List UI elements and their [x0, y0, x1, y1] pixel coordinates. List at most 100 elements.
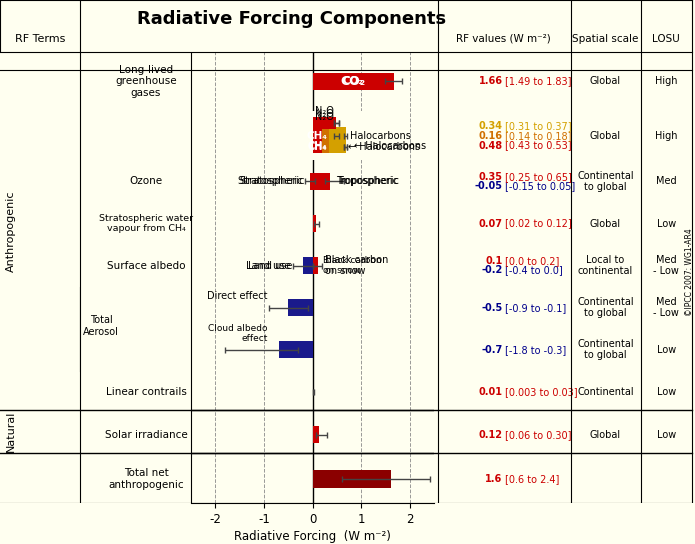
Bar [313, 257, 318, 274]
Text: -0.7: -0.7 [481, 345, 502, 355]
Text: [0.02 to 0.12]: [0.02 to 0.12] [505, 219, 572, 228]
Bar [329, 141, 346, 153]
Text: N₂O: N₂O [315, 106, 334, 116]
Text: -0.5: -0.5 [481, 302, 502, 313]
Text: [0.6 to 2.4]: [0.6 to 2.4] [505, 474, 559, 484]
Bar [329, 127, 346, 144]
Text: -0.05: -0.05 [475, 181, 502, 191]
Bar [313, 141, 322, 153]
Text: 1.6: 1.6 [485, 474, 502, 484]
Bar [322, 141, 329, 153]
Bar [313, 127, 336, 144]
Text: [0.31 to 0.37]: [0.31 to 0.37] [505, 121, 572, 131]
Text: CH₄: CH₄ [307, 141, 327, 151]
Text: 0.07: 0.07 [478, 219, 502, 228]
Bar [303, 257, 313, 274]
Bar [329, 141, 346, 153]
Text: 0.01: 0.01 [478, 387, 502, 397]
Text: Stratospheric: Stratospheric [238, 176, 303, 187]
Text: CO₂: CO₂ [341, 75, 366, 88]
Text: [0.003 to 0.03]: [0.003 to 0.03] [505, 387, 578, 397]
Text: CH₄: CH₄ [307, 141, 327, 152]
Text: [-1.8 to -0.3]: [-1.8 to -0.3] [505, 345, 566, 355]
Text: Low: Low [657, 387, 676, 397]
Bar [313, 141, 322, 153]
Text: Continental: Continental [577, 387, 634, 397]
Text: 0.34: 0.34 [478, 121, 502, 131]
Bar [279, 341, 313, 358]
Text: Land use: Land use [248, 261, 293, 270]
Text: Spatial scale: Spatial scale [572, 34, 639, 44]
Text: Local to
continental: Local to continental [578, 255, 633, 276]
Text: [1.49 to 1.83]: [1.49 to 1.83] [505, 76, 572, 86]
Text: RF values (W m⁻²): RF values (W m⁻²) [457, 34, 551, 44]
Text: N₂O: N₂O [315, 112, 334, 122]
Text: 0.12: 0.12 [478, 430, 502, 440]
Text: Stratospheric water
vapour from CH₄: Stratospheric water vapour from CH₄ [99, 214, 193, 233]
Text: ← Halocarbons: ← Halocarbons [348, 141, 420, 152]
Text: High: High [655, 76, 678, 86]
Text: Global: Global [590, 131, 621, 141]
Text: Halocarbons: Halocarbons [350, 131, 411, 141]
Text: Radiative Forcing Components: Radiative Forcing Components [138, 10, 446, 28]
Bar [313, 215, 316, 232]
Text: High: High [655, 131, 678, 141]
Bar [313, 471, 391, 487]
Text: CO₂: CO₂ [343, 76, 363, 86]
Text: Global: Global [590, 219, 621, 228]
Text: Low: Low [657, 219, 676, 228]
Text: Ozone: Ozone [129, 176, 163, 187]
Text: [0.43 to 0.53]: [0.43 to 0.53] [505, 140, 572, 151]
Text: [-0.4 to 0.0]: [-0.4 to 0.0] [505, 265, 563, 275]
Text: [0.0 to 0.2]: [0.0 to 0.2] [505, 256, 559, 265]
Text: 0.35: 0.35 [478, 171, 502, 182]
Text: Med
- Low: Med - Low [653, 297, 679, 318]
Text: [0.25 to 0.65]: [0.25 to 0.65] [505, 171, 572, 182]
Bar [288, 299, 313, 316]
Text: Surface albedo: Surface albedo [107, 261, 185, 270]
Text: Tropospheric: Tropospheric [337, 176, 399, 187]
Text: RF Terms: RF Terms [15, 34, 65, 44]
Text: Black carbon
on snow: Black carbon on snow [323, 256, 382, 275]
Text: 1.66: 1.66 [478, 76, 502, 86]
Text: Long-lived
greenhouse
gases: Long-lived greenhouse gases [115, 65, 177, 98]
Bar [322, 141, 329, 153]
Bar [310, 173, 313, 190]
Bar [313, 173, 329, 190]
Text: Med
- Low: Med - Low [653, 255, 679, 276]
Bar [313, 118, 336, 129]
Bar [313, 73, 393, 90]
X-axis label: Radiative Forcing  (W m⁻²): Radiative Forcing (W m⁻²) [234, 530, 391, 543]
Text: Black carbon
on snow: Black carbon on snow [325, 255, 389, 276]
Text: Linear contrails: Linear contrails [106, 387, 186, 397]
Text: Continental
to global: Continental to global [577, 339, 634, 361]
Text: Total
Aerosol: Total Aerosol [83, 315, 120, 337]
Text: Global: Global [590, 430, 621, 440]
Text: Land use: Land use [247, 261, 291, 270]
Bar [313, 426, 318, 443]
Text: [0.06 to 0.30]: [0.06 to 0.30] [505, 430, 572, 440]
Text: Stratospheric: Stratospheric [239, 176, 304, 187]
Text: Low: Low [657, 345, 676, 355]
Text: CH₄: CH₄ [306, 131, 327, 141]
Text: Continental
to global: Continental to global [577, 171, 634, 192]
Bar [313, 127, 322, 144]
Text: [-0.15 to 0.05]: [-0.15 to 0.05] [505, 181, 575, 191]
Bar [313, 118, 336, 129]
Text: Tropospheric: Tropospheric [336, 176, 398, 187]
Bar [308, 112, 405, 160]
Bar [322, 127, 329, 144]
Text: Continental
to global: Continental to global [577, 297, 634, 318]
Text: LOSU: LOSU [653, 34, 680, 44]
Text: Solar irradiance: Solar irradiance [104, 430, 188, 440]
Text: -0.2: -0.2 [481, 265, 502, 275]
Text: 0.48: 0.48 [478, 140, 502, 151]
Text: ©IPCC 2007: WG1-AR4: ©IPCC 2007: WG1-AR4 [685, 228, 694, 316]
Text: Global: Global [590, 76, 621, 86]
Text: Total net
anthropogenic: Total net anthropogenic [108, 468, 183, 490]
Text: [-0.9 to -0.1]: [-0.9 to -0.1] [505, 302, 566, 313]
Text: N₂O: N₂O [315, 109, 334, 119]
Text: Cloud albedo
effect: Cloud albedo effect [208, 324, 268, 343]
Text: ← Halocarbons: ← Halocarbons [354, 141, 426, 151]
Text: Anthropogenic: Anthropogenic [6, 190, 15, 271]
